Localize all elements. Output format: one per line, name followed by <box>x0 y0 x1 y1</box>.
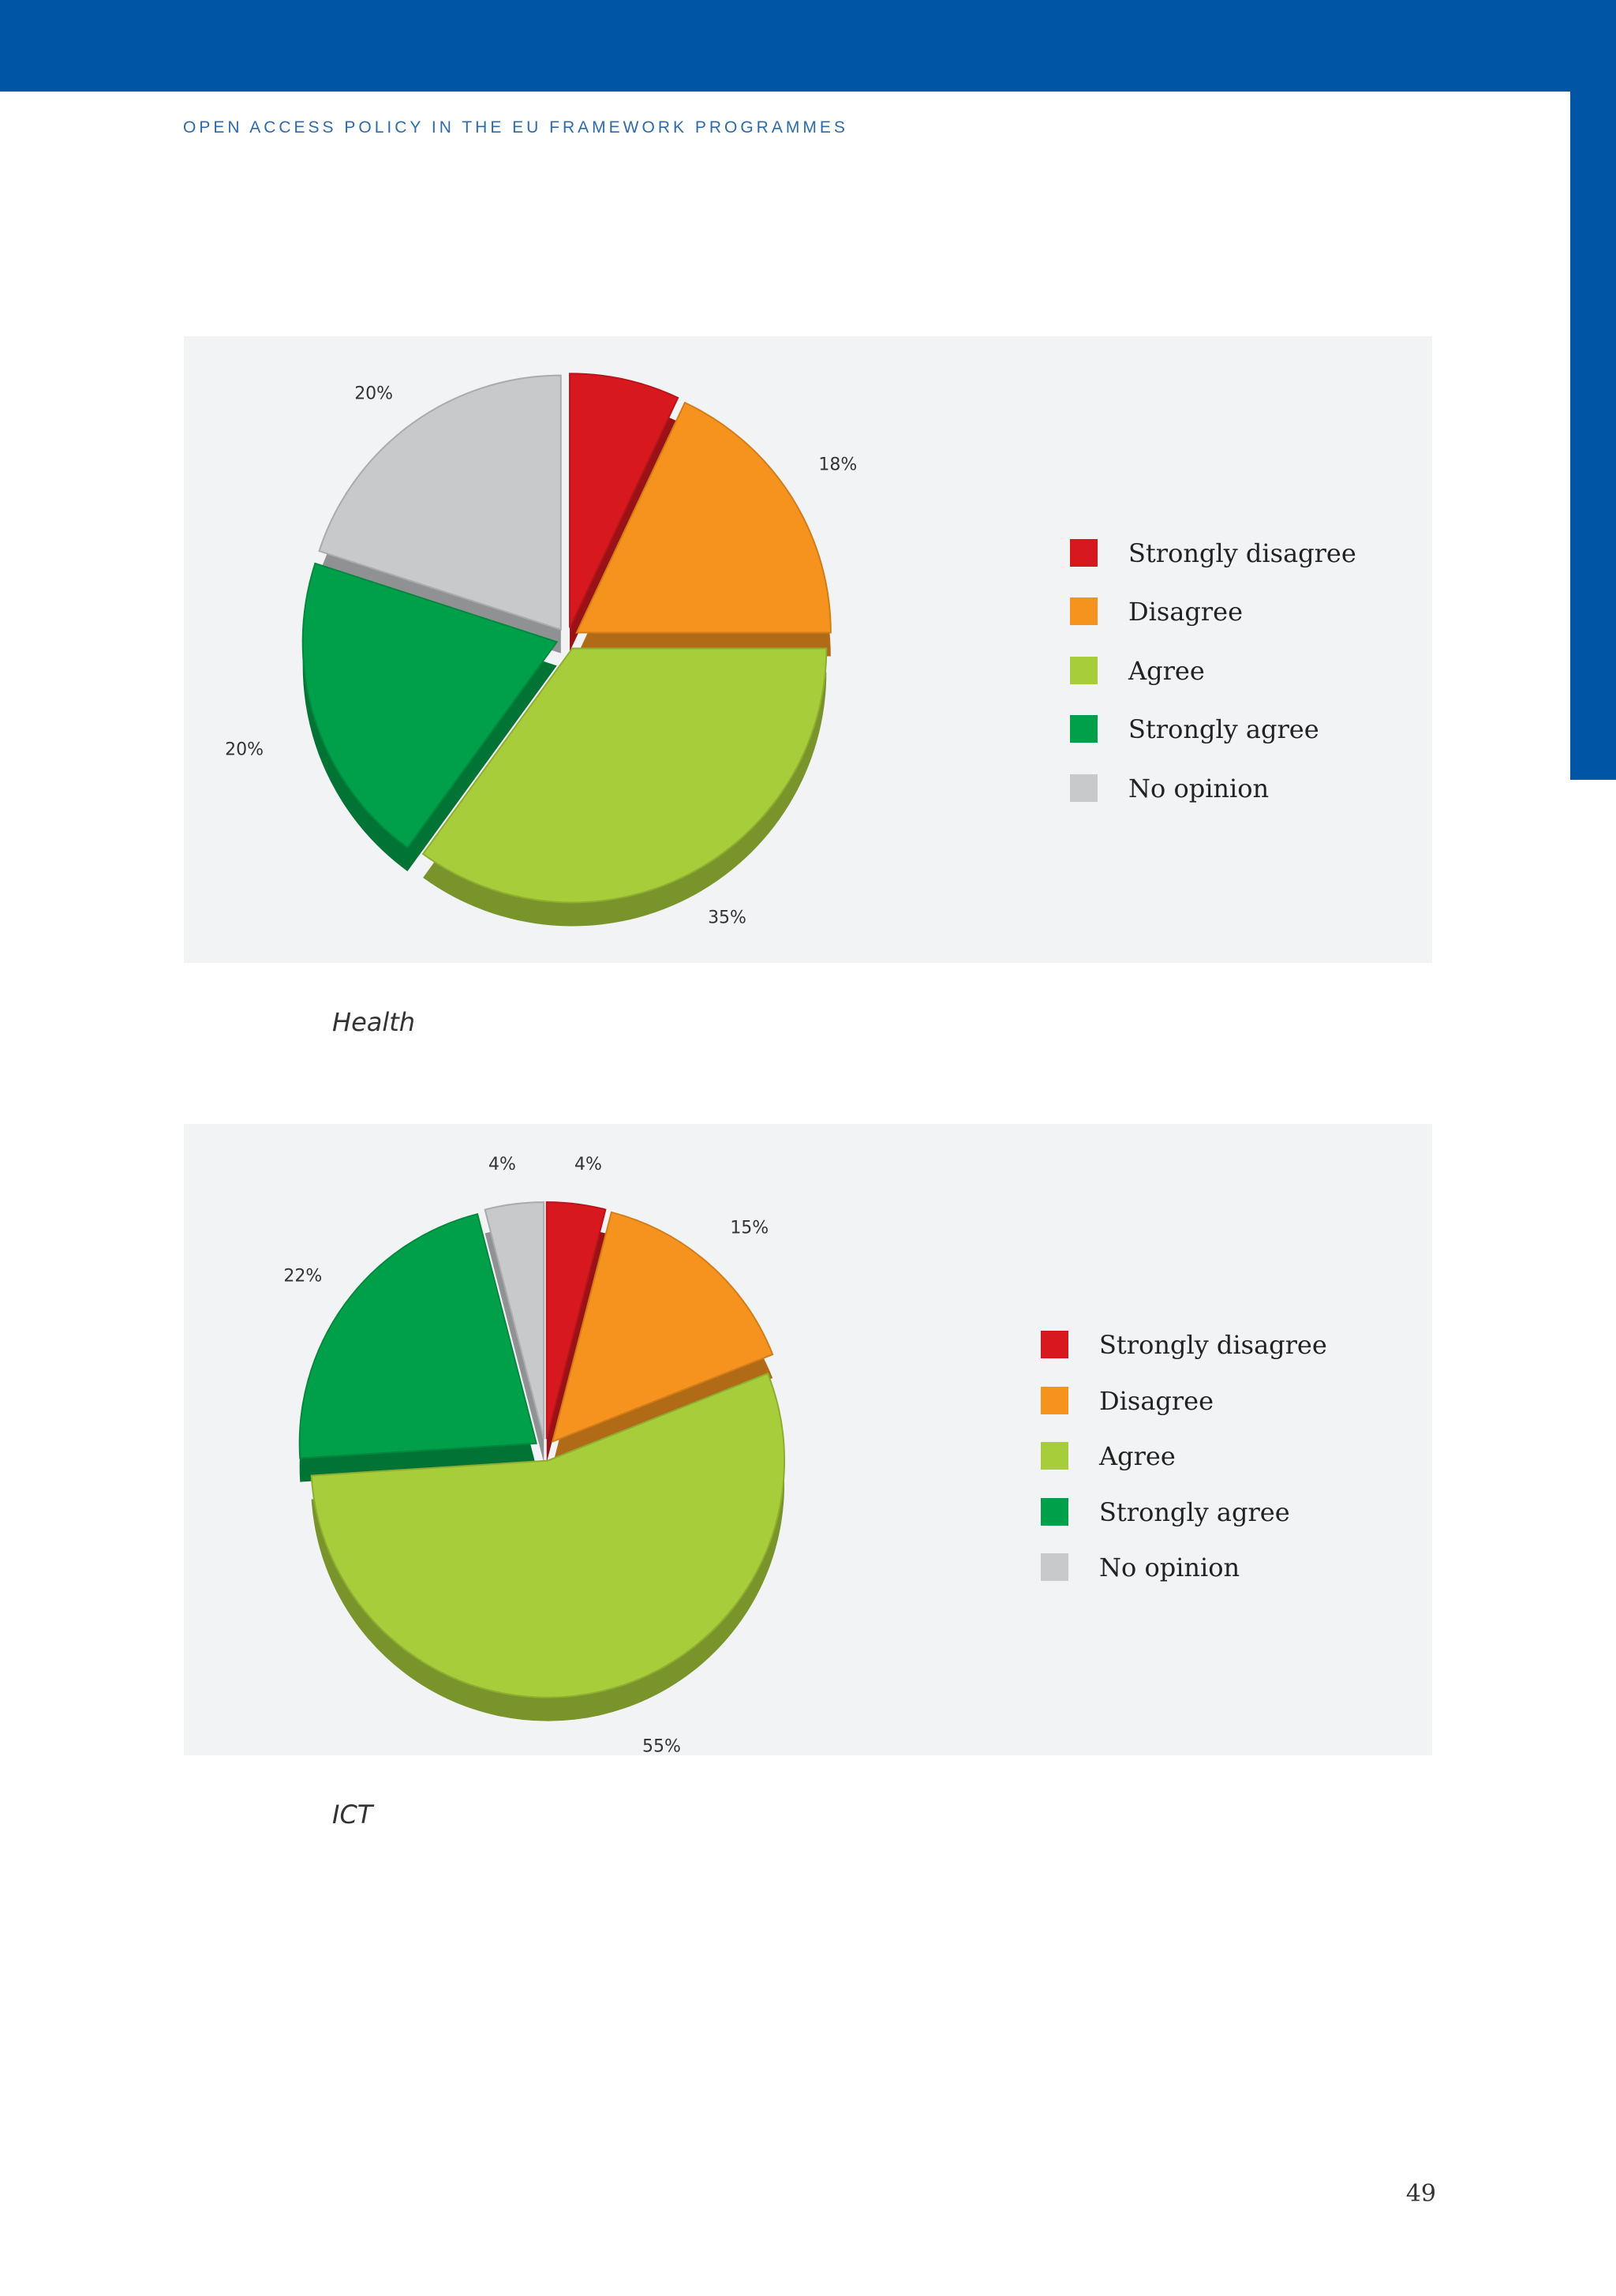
legend-label: Agree <box>1099 1441 1176 1471</box>
health-data-label-agree: 35% <box>708 908 746 928</box>
legend-swatch-strongly-agree <box>1070 715 1098 743</box>
ict-slice-no-opinion <box>484 1201 545 1463</box>
health-chart-panel: 7%18%35%20%20% Strongly disagree Disagre… <box>184 336 1432 963</box>
ict-data-label-strongly-agree: 22% <box>283 1266 322 1286</box>
health-slice-strongly-agree <box>301 562 559 871</box>
ict-chart-caption: ICT <box>332 1800 373 1830</box>
legend-swatch-agree <box>1070 657 1098 684</box>
health-slice-top-agree <box>421 647 828 904</box>
health-slice-top-disagree <box>575 401 832 634</box>
legend-swatch-disagree <box>1041 1387 1068 1414</box>
health-slice-top-no-opinion <box>318 374 562 631</box>
legend-label: Strongly disagree <box>1099 1330 1327 1360</box>
ict-data-label-disagree: 15% <box>730 1219 769 1238</box>
legend-swatch-no-opinion <box>1041 1553 1068 1581</box>
health-data-label-disagree: 18% <box>818 455 857 474</box>
ict-pie-chart: 4% 15% 55% 22% 4% <box>283 1155 786 1755</box>
ict-data-label-no-opinion: 4% <box>488 1155 516 1174</box>
health-data-label-strongly-agree: 20% <box>225 740 264 759</box>
legend-label: Disagree <box>1099 1386 1214 1416</box>
legend-swatch-strongly-agree <box>1041 1498 1068 1526</box>
health-chart-caption: Health <box>332 1007 416 1037</box>
page-number: 49 <box>1405 2180 1436 2208</box>
legend-swatch-strongly-disagree <box>1041 1331 1068 1358</box>
top-header-band <box>0 0 1616 92</box>
health-slice-strongly-disagree <box>569 373 679 652</box>
ict-data-label-strongly-disagree: 4% <box>574 1155 602 1174</box>
ict-slice-top-no-opinion <box>484 1201 545 1440</box>
health-pie-chart: 7%18%35%20%20% <box>225 373 857 928</box>
ict-slice-top-agree <box>310 1372 786 1699</box>
running-head: OPEN ACCESS POLICY IN THE EU FRAMEWORK P… <box>183 118 848 137</box>
ict-slice-strongly-disagree <box>545 1201 607 1463</box>
health-data-label-no-opinion: 20% <box>354 384 393 404</box>
legend-swatch-agree <box>1041 1442 1068 1470</box>
chapter-side-tab <box>1570 0 1616 780</box>
legend-label: No opinion <box>1099 1553 1240 1582</box>
health-slice-top-strongly-agree <box>301 562 559 849</box>
ict-slice-agree <box>310 1372 786 1721</box>
legend-label: Disagree <box>1128 597 1244 627</box>
health-slice-agree <box>421 647 828 927</box>
health-slice-top-strongly-disagree <box>569 373 679 628</box>
ict-chart-panel: 4% 15% 55% 22% 4% Strongly disagree Disagree… <box>184 1124 1432 1755</box>
legend-label: Strongly agree <box>1128 714 1319 744</box>
ict-data-label-agree: 55% <box>642 1736 681 1755</box>
legend-swatch-disagree <box>1070 597 1098 625</box>
ict-slice-disagree <box>551 1211 774 1466</box>
ict-slice-top-strongly-agree <box>298 1212 537 1459</box>
legend-label: Strongly agree <box>1099 1497 1290 1527</box>
legend-label: Agree <box>1128 656 1205 686</box>
legend-swatch-strongly-disagree <box>1070 539 1098 567</box>
ict-slice-top-disagree <box>551 1211 774 1444</box>
health-slice-disagree <box>575 401 832 657</box>
legend-label: No opinion <box>1128 773 1270 803</box>
legend-label: Strongly disagree <box>1128 538 1356 568</box>
ict-slice-top-strongly-disagree <box>545 1201 607 1440</box>
legend-swatch-no-opinion <box>1070 774 1098 802</box>
ict-slice-strongly-agree <box>298 1212 537 1482</box>
